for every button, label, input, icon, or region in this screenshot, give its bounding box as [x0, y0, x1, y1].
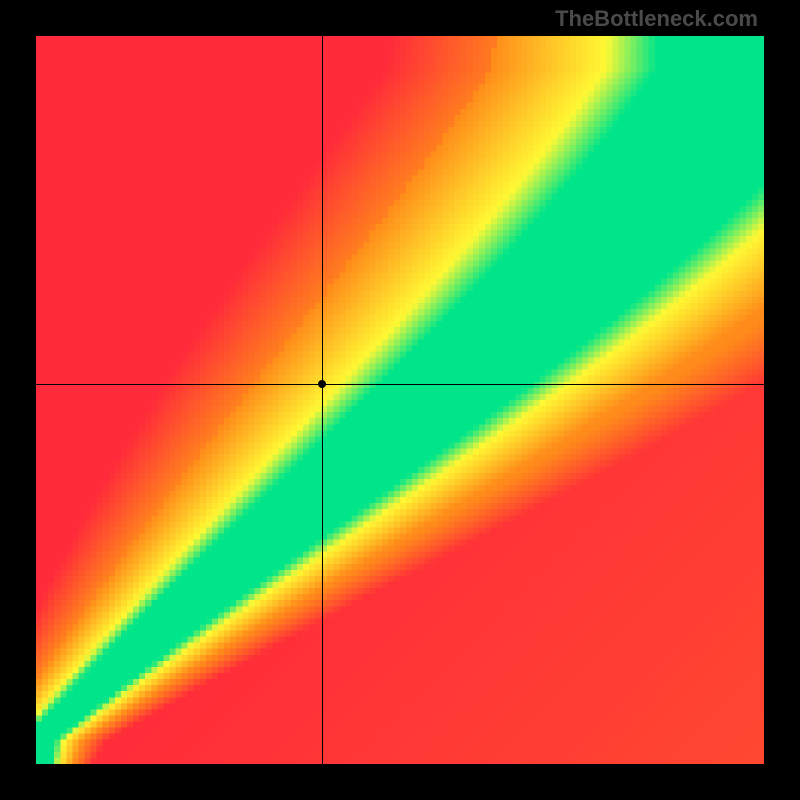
- crosshair-horizontal: [36, 384, 764, 385]
- heatmap-canvas: [36, 36, 764, 764]
- chart-container: TheBottleneck.com: [0, 0, 800, 800]
- crosshair-vertical: [322, 36, 323, 764]
- heatmap-plot: [36, 36, 764, 764]
- watermark-text: TheBottleneck.com: [555, 6, 758, 32]
